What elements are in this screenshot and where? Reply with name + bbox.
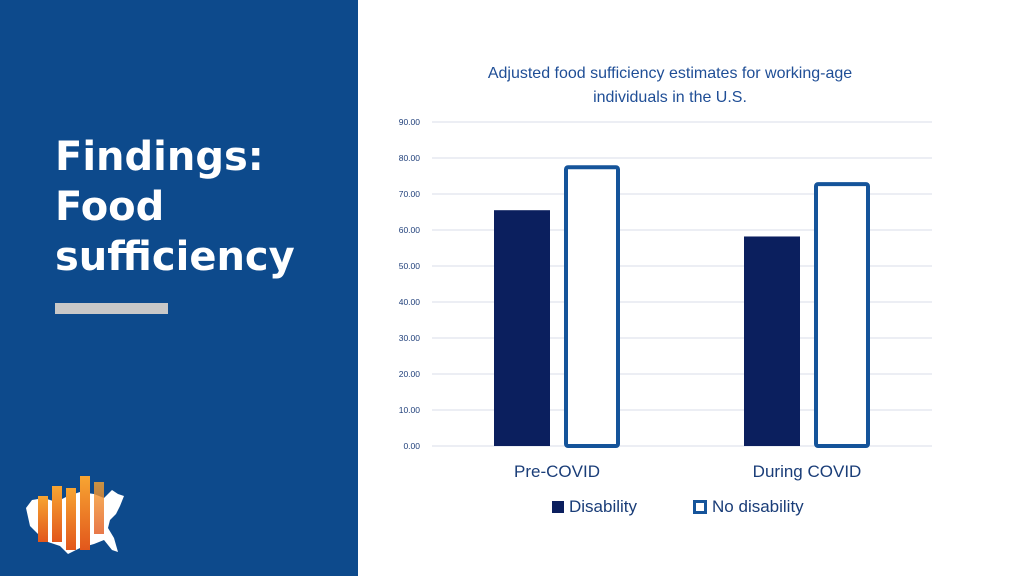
chart-title-line-1: Adjusted food sufficiency estimates for …: [487, 65, 853, 82]
left-panel: Findings: Food sufficiency: [0, 0, 358, 576]
bar-no-disability: [814, 182, 870, 449]
y-tick-label: 90.00: [399, 117, 421, 127]
slide-title-line-2: Food: [55, 184, 165, 230]
y-tick-label: 30.00: [399, 333, 421, 343]
chart-title-line-2: individuals in the U.S.: [593, 89, 747, 106]
y-tick-label: 80.00: [399, 153, 421, 163]
bar-no-disability: [564, 165, 620, 448]
slide-title: Findings: Food sufficiency: [55, 132, 345, 282]
chart-title: Adjusted food sufficiency estimates for …: [440, 62, 900, 110]
y-tick-label: 10.00: [399, 405, 421, 415]
y-tick-label: 40.00: [399, 297, 421, 307]
bar-disability: [494, 210, 550, 446]
slide-title-line-1: Findings:: [55, 134, 264, 180]
bar-chart: 0.00 10.00 20.00 30.00 40.00 50.00 60.00 70.00 8…: [399, 117, 932, 481]
y-tick-label: 20.00: [399, 369, 421, 379]
legend-item-no-disability: No disability: [693, 497, 804, 517]
legend-swatch-no-disability: [693, 500, 708, 514]
bar-chart-map-logo-icon: [26, 476, 124, 554]
x-category-label: Pre-COVID: [514, 462, 600, 481]
x-category-label: During COVID: [753, 462, 862, 481]
legend: Disability No disability: [552, 495, 804, 519]
slide-title-line-3: sufficiency: [55, 234, 295, 280]
bar-disability: [744, 236, 800, 446]
y-tick-label: 0.00: [403, 441, 420, 451]
legend-label-no-disability: No disability: [712, 497, 804, 516]
title-accent-bar: [55, 303, 168, 314]
y-tick-label: 50.00: [399, 261, 421, 271]
legend-swatch-disability: [552, 501, 564, 513]
y-tick-label: 70.00: [399, 189, 421, 199]
legend-item-disability: Disability: [552, 497, 637, 517]
legend-label-disability: Disability: [569, 497, 638, 516]
y-tick-label: 60.00: [399, 225, 421, 235]
